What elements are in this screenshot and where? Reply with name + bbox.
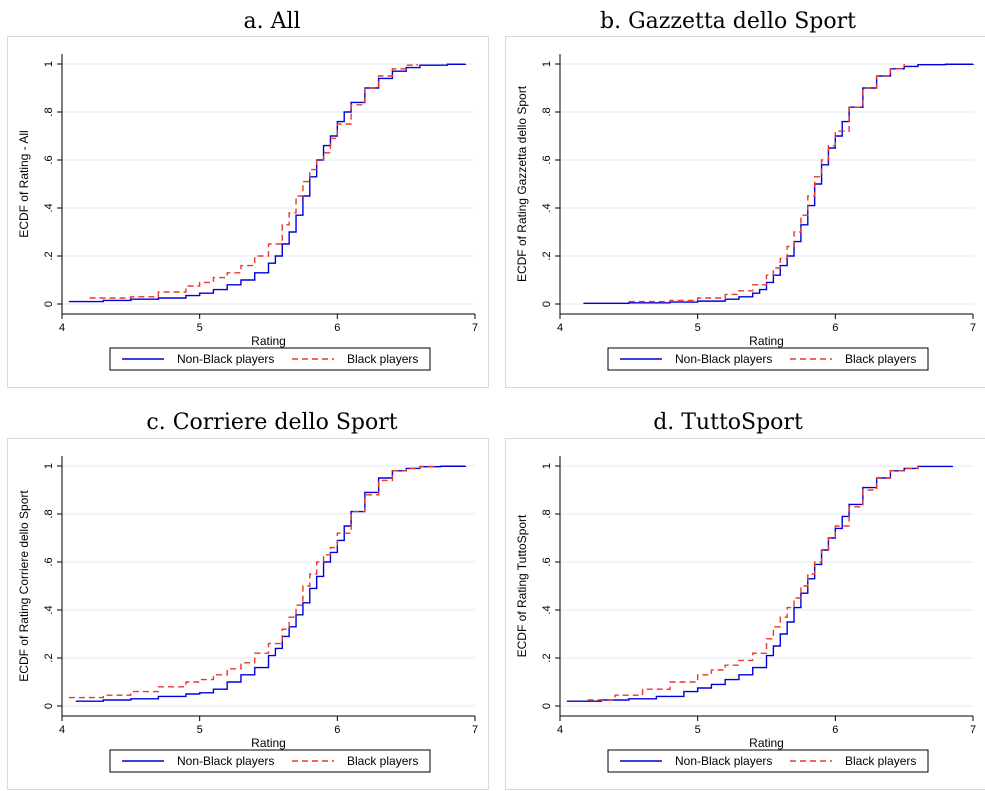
legend-label-non-black: Non-Black players: [177, 352, 274, 366]
y-tick-label: 0: [43, 301, 55, 307]
y-tick-label: .8: [43, 509, 55, 518]
y-tick-label: .6: [43, 155, 55, 164]
x-tick-label: 7: [472, 724, 478, 736]
y-axis-label: ECDF of Rating TuttoSport: [515, 514, 529, 657]
panel-c-title: c. Corriere dello Sport: [146, 410, 398, 435]
series-black-line: [89, 64, 418, 299]
y-tick-label: .4: [43, 203, 55, 212]
y-axis-label: ECDF of Rating Gazzetta dello Sport: [515, 85, 529, 282]
x-tick-label: 7: [472, 322, 478, 334]
panel-frame: [505, 36, 985, 388]
legend: Non-Black players Black players: [109, 749, 431, 773]
legend-label-black: Black players: [347, 754, 418, 768]
x-tick-label: 7: [970, 322, 976, 334]
x-tick-label: 5: [695, 322, 701, 334]
y-tick-label: .2: [541, 251, 553, 260]
x-axis-label: Rating: [251, 736, 286, 750]
y-tick-label: .8: [43, 107, 55, 116]
legend-label-black: Black players: [845, 352, 916, 366]
y-tick-label: .2: [541, 653, 553, 662]
chart-panel-c: 0 .2 .4 .6 .8 1 4 5 6 7 Rating ECDF of Rating Corri…: [7, 438, 489, 790]
y-axis-label: ECDF of Rating Corriere dello Sport: [17, 490, 31, 682]
series-non-black-line: [566, 465, 954, 702]
chart-panel-b: 0 .2 .4 .6 .8 1 4 5 6 7 Rating ECDF of Rating Gazze…: [505, 36, 985, 388]
y-tick-label: .6: [43, 557, 55, 566]
series-non-black-line: [75, 465, 467, 702]
x-tick-label: 4: [557, 322, 563, 334]
y-tick-label: .4: [541, 203, 553, 212]
legend-label-non-black: Non-Black players: [675, 352, 772, 366]
x-tick-label: 6: [334, 322, 340, 334]
panel-frame: [7, 36, 489, 388]
legend-box: [109, 749, 431, 773]
legend-label-non-black: Non-Black players: [675, 754, 772, 768]
y-tick-label: 1: [43, 61, 55, 67]
x-tick-label: 4: [59, 724, 65, 736]
series-black-line: [68, 465, 435, 699]
y-tick-label: .6: [541, 155, 553, 164]
y-tick-label: 0: [541, 301, 553, 307]
legend-label-non-black: Non-Black players: [177, 754, 274, 768]
y-tick-label: .2: [43, 653, 55, 662]
chart-panel-d: 0 .2 .4 .6 .8 1 4 5 6 7 Rating ECDF of Rating Tutto…: [505, 438, 985, 790]
legend: Non-Black players Black players: [607, 347, 929, 371]
x-tick-label: 5: [197, 322, 203, 334]
series-black-line: [628, 64, 905, 303]
x-tick-label: 7: [970, 724, 976, 736]
panel-b-title: b. Gazzetta dello Sport: [600, 9, 856, 34]
x-tick-label: 6: [832, 724, 838, 736]
x-tick-label: 5: [197, 724, 203, 736]
legend-box: [607, 749, 929, 773]
panel-frame: [7, 438, 489, 790]
x-axis-label: Rating: [749, 736, 784, 750]
legend-box: [109, 347, 431, 371]
y-tick-label: 1: [541, 61, 553, 67]
y-tick-label: 0: [541, 703, 553, 709]
legend-box: [607, 347, 929, 371]
y-tick-label: 0: [43, 703, 55, 709]
y-tick-label: .4: [541, 605, 553, 614]
panel-frame: [505, 438, 985, 790]
y-tick-label: .8: [541, 107, 553, 116]
series-non-black-line: [68, 63, 467, 303]
legend: Non-Black players Black players: [607, 749, 929, 773]
y-tick-label: .2: [43, 251, 55, 260]
series-non-black-line: [583, 63, 974, 304]
legend-label-black: Black players: [845, 754, 916, 768]
x-tick-label: 6: [832, 322, 838, 334]
y-tick-label: .6: [541, 557, 553, 566]
legend: Non-Black players Black players: [109, 347, 431, 371]
x-tick-label: 5: [695, 724, 701, 736]
x-tick-label: 4: [557, 724, 563, 736]
y-tick-label: .8: [541, 509, 553, 518]
x-tick-label: 4: [59, 322, 65, 334]
y-tick-label: 1: [43, 463, 55, 469]
legend-label-black: Black players: [347, 352, 418, 366]
x-axis-label: Rating: [251, 334, 286, 348]
chart-panel-a: 0 .2 .4 .6 .8 1 4 5 6 7 Rating ECDF of Rating - All…: [7, 36, 489, 388]
x-axis-label: Rating: [749, 334, 784, 348]
x-tick-label: 6: [334, 724, 340, 736]
y-tick-label: .4: [43, 605, 55, 614]
panel-a-title: a. All: [243, 9, 301, 34]
y-axis-label: ECDF of Rating - All: [17, 130, 31, 237]
panel-d-title: d. TuttoSport: [653, 410, 803, 435]
y-tick-label: 1: [541, 463, 553, 469]
